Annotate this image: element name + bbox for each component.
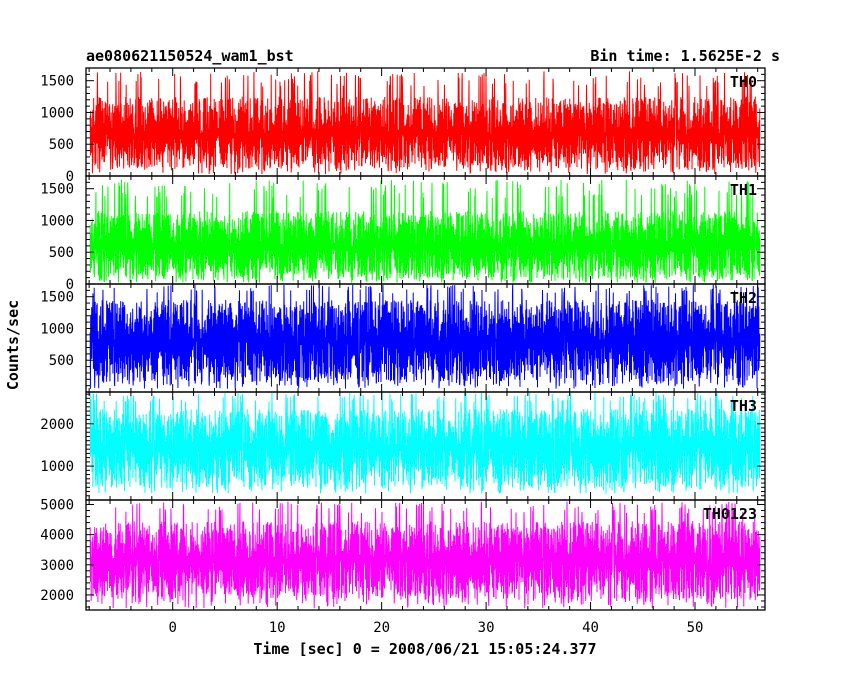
panel-frame [85, 499, 766, 611]
y-tick-label: 1000 [40, 321, 74, 337]
y-tick-label: 500 [49, 353, 74, 369]
panel-th0: 0 500 1000 1500 TH0 [40, 67, 766, 185]
series-label-th1: TH1 [730, 181, 757, 199]
x-axis-label: Time [sec] 0 = 2008/06/21 15:05:24.377 [253, 640, 596, 658]
panel-th1: 0 500 1000 1500 TH1 [40, 175, 766, 293]
y-tick-label: 1000 [40, 105, 74, 121]
y-tick-label: 500 [49, 137, 74, 153]
series-label-th0: TH0 [730, 73, 757, 91]
series-label-th0123: TH0123 [703, 505, 757, 523]
y-tick-label: 1000 [40, 213, 74, 229]
x-tick-label: 10 [269, 620, 286, 636]
y-tick-label: 2000 [40, 417, 74, 433]
panel-th0123: 2000 3000 4000 5000 TH0123 [40, 498, 766, 611]
series-th0123-line [89, 501, 761, 609]
panel-th3: 1000 2000 TH3 [40, 391, 766, 501]
y-tick-label: 0 [66, 277, 74, 293]
y-tick-label: 3000 [40, 558, 74, 574]
y-tick-label: 0 [66, 169, 74, 185]
x-tick-label: 30 [478, 620, 495, 636]
y-tick-label: 1500 [40, 74, 74, 90]
y-tick-label: 4000 [40, 528, 74, 544]
series-th3-line [89, 392, 761, 494]
y-axis-label: Counts/sec [4, 300, 22, 390]
y-tick-label: 2000 [40, 588, 74, 604]
x-tick-label: 20 [373, 620, 390, 636]
series-label-th3: TH3 [730, 397, 757, 415]
panel-th2: 500 1000 1500 TH2 [40, 283, 766, 393]
bin-time-label: Bin time: 1.5625E-2 s [590, 47, 780, 65]
x-tick-label: 0 [168, 620, 176, 636]
y-tick-label: 1500 [40, 182, 74, 198]
chart-title: ae080621150524_wam1_bst [86, 47, 294, 65]
y-tick-label: 500 [49, 245, 74, 261]
y-tick-label: 5000 [40, 498, 74, 514]
series-th1-line [89, 179, 761, 284]
series-th2-line [89, 284, 761, 389]
series-label-th2: TH2 [730, 289, 757, 307]
y-tick-label: 1500 [40, 290, 74, 306]
y-tick-label: 1000 [40, 459, 74, 475]
x-tick-label: 40 [582, 620, 599, 636]
series-th0-line [89, 71, 761, 175]
x-tick-label: 50 [687, 620, 704, 636]
